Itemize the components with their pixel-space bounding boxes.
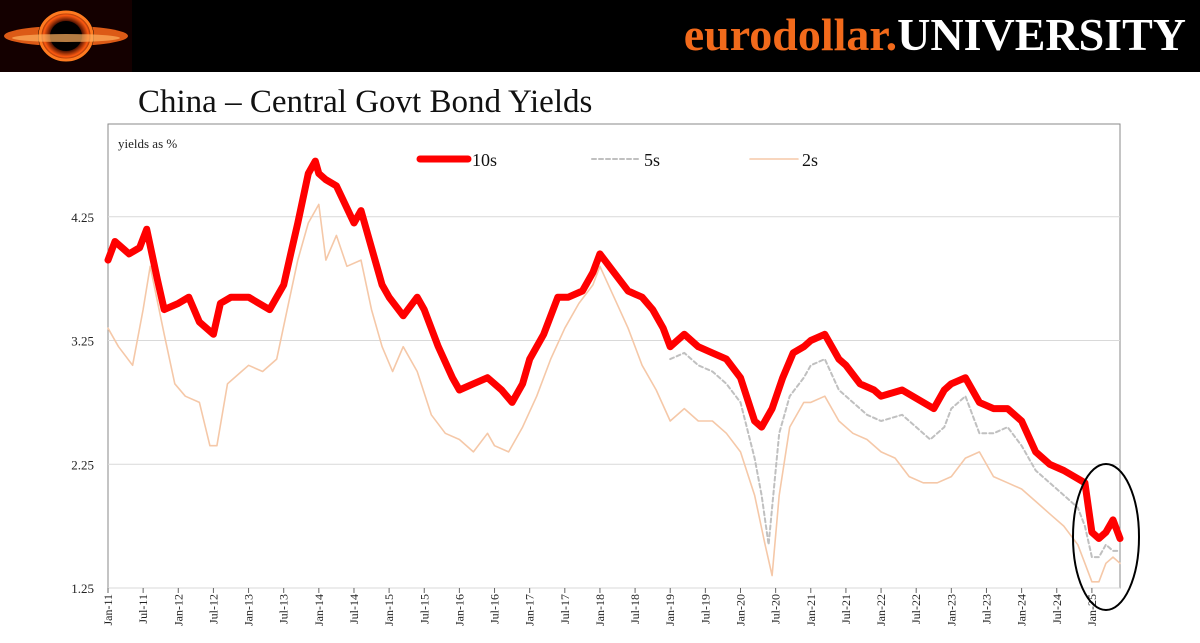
brand-wordmark: eurodollar.UNIVERSITY bbox=[684, 6, 1186, 64]
x-tick-label: Jan-25 bbox=[1085, 594, 1099, 626]
x-tick-label: Jul-18 bbox=[628, 594, 642, 624]
y-tick-label: 2.25 bbox=[71, 457, 94, 472]
x-tick-label: Jul-22 bbox=[909, 594, 923, 624]
y-axis-label: yields as % bbox=[118, 136, 177, 151]
x-tick-label: Jan-15 bbox=[382, 594, 396, 626]
legend-label-5s: 5s bbox=[644, 150, 660, 170]
x-tick-label: Jan-12 bbox=[171, 594, 185, 626]
x-tick-label: Jul-12 bbox=[206, 594, 220, 624]
y-tick-label: 4.25 bbox=[71, 210, 94, 225]
x-tick-label: Jan-21 bbox=[804, 594, 818, 626]
x-tick-label: Jan-11 bbox=[101, 594, 115, 626]
header-banner: eurodollar.UNIVERSITY bbox=[0, 0, 1200, 72]
y-tick-label: 1.25 bbox=[71, 581, 94, 596]
legend: 10s 5s 2s bbox=[416, 150, 818, 170]
x-axis: Jan-11 Jul-11 Jan-12 Jul-12 Jan-13 Jul-13 Jan-… bbox=[101, 588, 1099, 626]
series-group bbox=[104, 157, 1124, 583]
x-tick-label: Jan-23 bbox=[944, 594, 958, 626]
legend-label-10s: 10s bbox=[472, 150, 497, 170]
x-tick-label: Jul-17 bbox=[558, 594, 572, 624]
x-tick-label: Jul-20 bbox=[769, 594, 783, 624]
x-tick-label: Jan-18 bbox=[593, 594, 607, 626]
x-tick-label: Jul-16 bbox=[488, 594, 502, 624]
x-tick-label: Jul-13 bbox=[277, 594, 291, 624]
y-axis: 1.25 2.25 3.25 4.25 bbox=[71, 210, 94, 596]
x-tick-label: Jul-15 bbox=[417, 594, 431, 624]
logo-icon bbox=[0, 0, 132, 72]
series-10s-line bbox=[104, 157, 1124, 542]
x-tick-label: Jan-24 bbox=[1015, 594, 1029, 626]
x-tick-label: Jul-19 bbox=[698, 594, 712, 624]
series-2s-line bbox=[107, 203, 1121, 583]
x-tick-label: Jan-13 bbox=[242, 594, 256, 626]
page-title: China – Central Govt Bond Yields bbox=[138, 84, 593, 120]
x-tick-label: Jan-17 bbox=[523, 594, 537, 626]
x-tick-label: Jan-16 bbox=[452, 594, 466, 626]
x-tick-label: Jan-22 bbox=[874, 594, 888, 626]
x-tick-label: Jan-19 bbox=[663, 594, 677, 626]
x-tick-label: Jul-14 bbox=[347, 594, 361, 624]
brand-part-1: eurodollar. bbox=[683, 9, 898, 60]
brand-part-2: UNIVERSITY bbox=[897, 9, 1186, 60]
line-chart: 1.25 2.25 3.25 4.25 Jan-11 Jul-11 Jan-12 Jul-1… bbox=[71, 123, 1140, 626]
x-tick-label: Jul-11 bbox=[136, 594, 150, 624]
x-tick-label: Jan-14 bbox=[312, 594, 326, 626]
x-tick-label: Jul-24 bbox=[1050, 594, 1064, 624]
x-tick-label: Jan-20 bbox=[734, 594, 748, 626]
x-tick-label: Jul-23 bbox=[979, 594, 993, 624]
series-5s-line bbox=[669, 351, 1121, 559]
plot-area bbox=[107, 123, 1121, 589]
legend-label-2s: 2s bbox=[802, 150, 818, 170]
highlight-ellipse bbox=[1072, 463, 1140, 611]
x-tick-label: Jul-21 bbox=[839, 594, 853, 624]
y-tick-label: 3.25 bbox=[71, 334, 94, 349]
